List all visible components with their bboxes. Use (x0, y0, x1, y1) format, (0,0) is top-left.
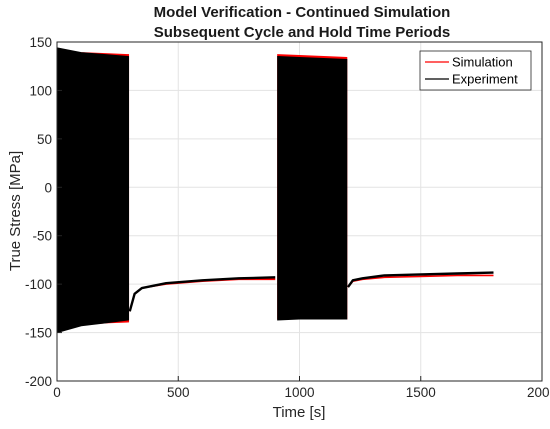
series-layer (56, 47, 494, 334)
y-tick-label: -200 (25, 374, 52, 389)
y-tick-label: 100 (29, 83, 52, 98)
x-tick-label: 0 (53, 385, 61, 400)
y-tick-label: -100 (25, 277, 52, 292)
cycle-block-2-experiment (277, 56, 348, 321)
hold-curve-2-experiment (347, 271, 494, 288)
legend-label-simulation: Simulation (452, 55, 513, 70)
x-tick-label: 500 (167, 385, 190, 400)
y-tick-label: 50 (37, 132, 52, 147)
x-tick-label: 1500 (406, 385, 436, 400)
legend-label-experiment: Experiment (452, 72, 518, 87)
chart-title-line-1: Model Verification - Continued Simulatio… (154, 4, 451, 21)
y-axis-ticks: 150 100 50 0 -50 -100 -150 -200 (25, 35, 62, 389)
series-experiment (56, 47, 494, 334)
x-axis-label: Time [s] (273, 404, 326, 421)
y-tick-label: -150 (25, 326, 52, 341)
legend: Simulation Experiment (419, 50, 532, 91)
chart-title-line-2: Subsequent Cycle and Hold Time Periods (154, 24, 450, 41)
y-tick-label: 150 (29, 35, 52, 50)
cycle-block-1-experiment (56, 47, 130, 334)
x-tick-label: 1000 (284, 385, 314, 400)
hold-curve-1-experiment (128, 276, 276, 312)
y-axis-label: True Stress [MPa] (7, 151, 24, 271)
legend-box (419, 50, 532, 91)
y-tick-label: -50 (32, 229, 52, 244)
y-tick-label: 0 (44, 180, 52, 195)
